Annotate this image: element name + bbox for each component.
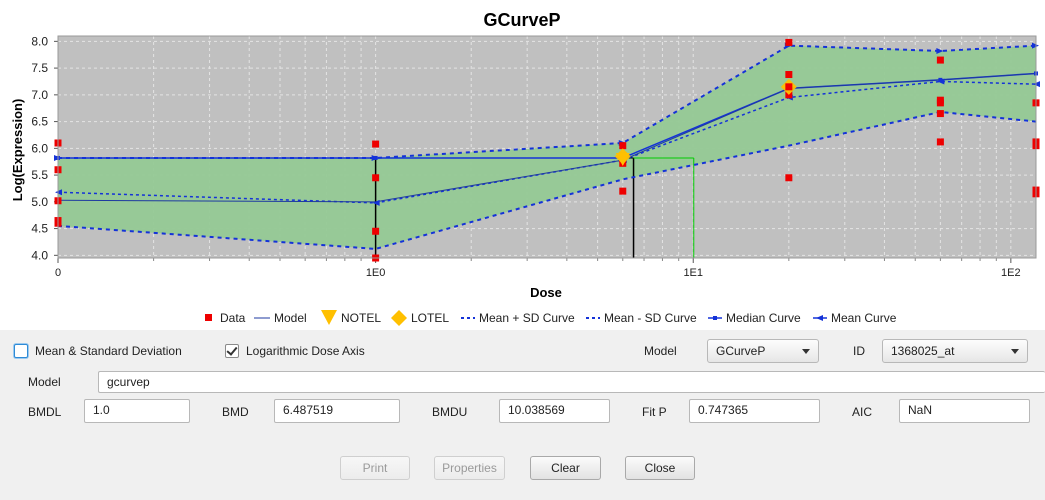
legend-label: LOTEL [411,311,449,325]
notel-marker [615,153,630,167]
legend-item: Mean + SD Curve [461,311,575,325]
data-point [936,56,944,64]
id-select-value: 1368025_at [891,344,955,358]
print-button[interactable]: Print [340,456,410,480]
data-point [372,140,380,148]
mean-plus-sd-point [936,47,944,54]
legend-item: Mean - SD Curve [586,311,697,325]
chevron-down-icon [802,349,810,354]
y-tick-label: 5.5 [31,168,48,182]
mean-minus-sd-curve [57,110,1037,250]
chevron-down-icon [1011,349,1019,354]
data-point [785,174,793,182]
legend-data-symbol [205,314,212,321]
legend-label: Mean - SD Curve [604,311,697,325]
bmd-label: BMD [222,405,249,419]
log-dose-checkbox[interactable] [225,344,239,358]
data-point [785,38,793,46]
legend-lotel-symbol [391,310,407,326]
legend-mean-marker [816,315,823,321]
data-point [785,91,793,99]
mean-curve-point [372,199,380,206]
y-tick-label: 6.0 [31,141,48,155]
chart-panel: GCurveP Dose Log(Expression) 4.0 4.5 5.0 5.… [0,0,1045,330]
legend-notel-symbol [321,310,337,325]
y-tick-label: 5.0 [31,195,48,209]
model-select-value: GCurveP [716,344,766,358]
data-point [936,99,944,107]
legend-median-marker [713,316,717,320]
model-name-label: Model [28,375,61,389]
legend-label: Model [274,311,307,325]
y-tick-label: 4.5 [31,222,48,236]
dose-response-chart: GCurveP Dose Log(Expression) 4.0 4.5 5.0 5.… [10,10,1040,326]
data-point [785,83,793,91]
x-axis-label: Dose [530,285,562,300]
model-name-field[interactable]: gcurvep [98,371,1045,393]
checkmark-icon [226,344,238,356]
mean-sd-checkbox[interactable] [14,344,28,358]
bmdl-label: BMDL [28,405,62,419]
bmdu-label: BMDU [432,405,468,419]
fitp-label: Fit P [642,405,667,419]
x-tick-label: 1E0 [366,267,386,279]
data-point [785,71,793,79]
legend-item: Data [205,311,246,325]
legend-label: Data [220,311,246,325]
aic-label: AIC [852,405,873,419]
y-tick-label: 7.0 [31,88,48,102]
legend-label: Median Curve [726,311,801,325]
bmdu-field[interactable]: 10.038569 [499,399,610,423]
legend-label: Mean + SD Curve [479,311,575,325]
y-tick-label: 7.5 [31,61,48,75]
data-point [936,110,944,118]
id-select[interactable]: 1368025_at [882,339,1028,363]
data-point [936,138,944,146]
y-axis-label: Log(Expression) [10,99,25,202]
mean-sd-label: Mean & Standard Deviation [35,344,182,358]
data-point [619,187,627,195]
chart-legend: Data Model NOTEL LOTEL Mean + SD Curve Mean -… [205,310,897,326]
legend-label: Mean Curve [831,311,897,325]
y-tick-label: 4.0 [31,248,48,262]
clear-button[interactable]: Clear [530,456,601,480]
legend-item: NOTEL [321,310,381,325]
close-button[interactable]: Close [625,456,695,480]
legend-item: Mean Curve [813,311,897,325]
x-tick-label: 0 [55,267,61,279]
model-curve [57,72,1037,203]
model-select-label: Model [644,344,677,358]
properties-button[interactable]: Properties [434,456,505,480]
aic-field[interactable]: NaN [899,399,1030,423]
data-point [372,227,380,235]
x-tick-label: 1E2 [1001,267,1021,279]
median-curve-point [938,77,943,82]
legend-label: NOTEL [341,311,381,325]
log-dose-label: Logarithmic Dose Axis [246,344,365,358]
data-point [619,142,627,150]
data-point [372,174,380,182]
median-curve-point [373,155,378,160]
x-tick-label: 1E1 [683,267,703,279]
chart-title: GCurveP [483,10,560,30]
legend-item: Model [254,311,307,325]
bmd-field[interactable]: 6.487519 [274,399,400,423]
bmdl-field[interactable]: 1.0 [84,399,190,423]
legend-item: Median Curve [708,311,801,325]
legend-item: LOTEL [391,310,449,326]
fitp-field[interactable]: 0.747365 [689,399,820,423]
model-select[interactable]: GCurveP [707,339,819,363]
y-tick-label: 6.5 [31,115,48,129]
id-select-label: ID [853,344,865,358]
plot-frame [57,35,1037,259]
y-tick-label: 8.0 [31,34,48,48]
plot-area: 4.0 4.5 5.0 5.5 6.0 6.5 7.0 7.5 8.0 0 1E0 1E1 1E2 [31,34,1040,279]
